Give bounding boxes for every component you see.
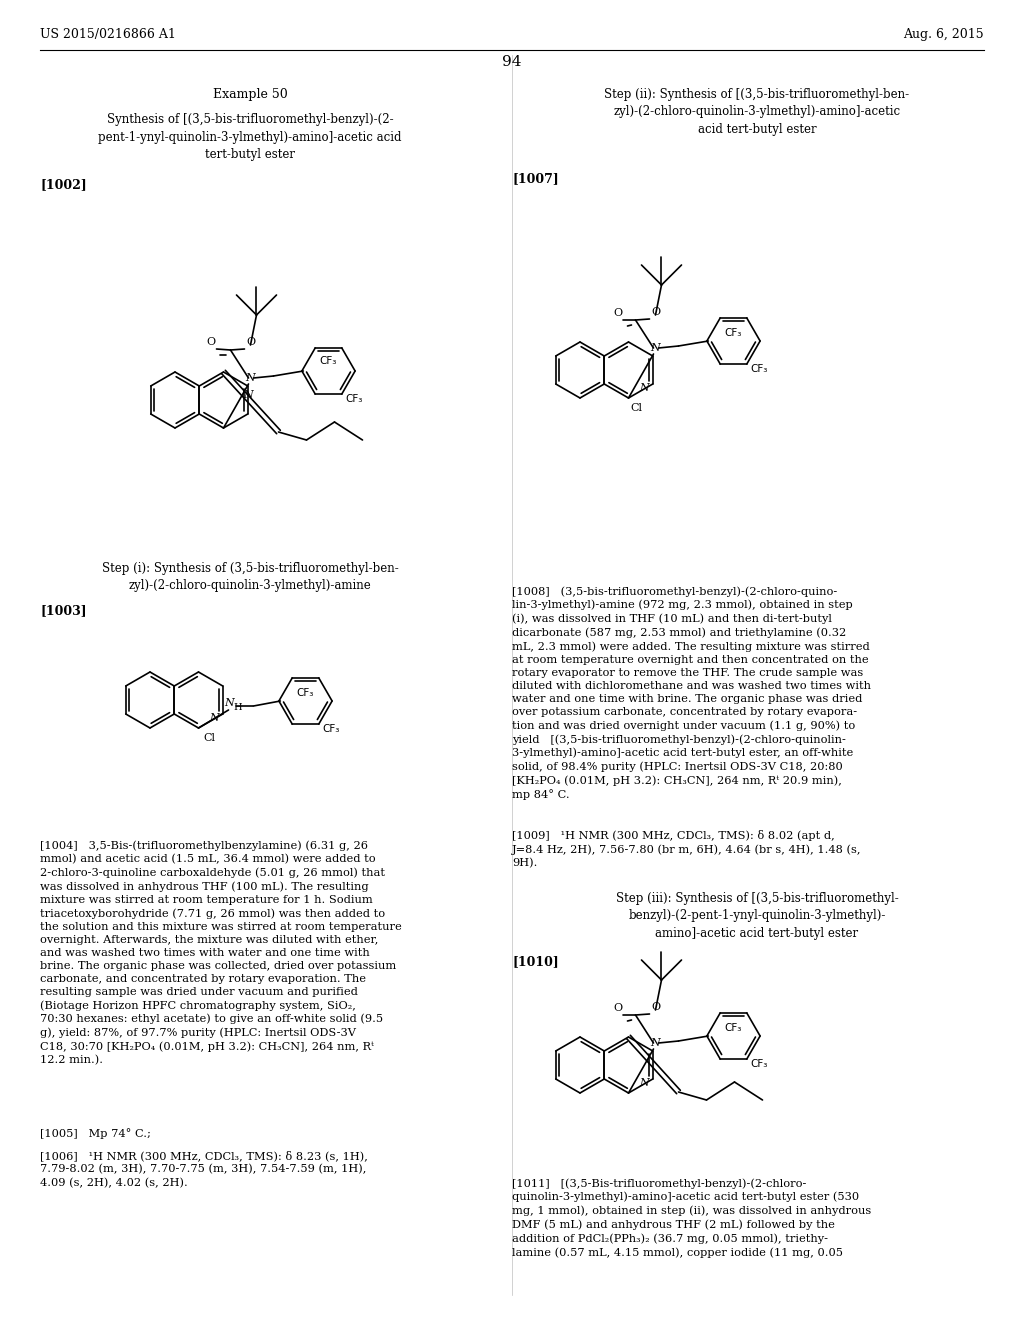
Text: O: O [206, 337, 215, 347]
Text: N: N [224, 698, 234, 708]
Text: [1006]   ¹H NMR (300 MHz, CDCl₃, TMS): δ 8.23 (s, 1H),
7.79-8.02 (m, 3H), 7.70-7: [1006] ¹H NMR (300 MHz, CDCl₃, TMS): δ 8… [40, 1150, 368, 1188]
Text: [1002]: [1002] [40, 178, 87, 191]
Text: Cl: Cl [631, 403, 642, 413]
Text: [1004]   3,5-Bis-(trifluoromethylbenzylamine) (6.31 g, 26
mmol) and acetic acid : [1004] 3,5-Bis-(trifluoromethylbenzylami… [40, 840, 401, 1065]
Text: N: N [209, 713, 219, 723]
Text: H: H [233, 704, 242, 711]
Text: CF₃: CF₃ [725, 1023, 742, 1034]
Text: Example 50: Example 50 [213, 88, 288, 102]
Text: N: N [650, 1038, 660, 1048]
Text: N: N [243, 389, 253, 400]
Text: Synthesis of [(3,5-bis-trifluoromethyl-benzyl)-(2-
pent-1-ynyl-quinolin-3-ylmeth: Synthesis of [(3,5-bis-trifluoromethyl-b… [98, 114, 401, 161]
Text: N: N [650, 343, 660, 352]
Text: O: O [651, 308, 660, 317]
Text: CF₃: CF₃ [319, 356, 337, 367]
Text: [1009]   ¹H NMR (300 MHz, CDCl₃, TMS): δ 8.02 (apt d,
J=8.4 Hz, 2H), 7.56-7.80 (: [1009] ¹H NMR (300 MHz, CDCl₃, TMS): δ 8… [512, 830, 861, 869]
Text: CF₃: CF₃ [346, 395, 364, 404]
Text: [1003]: [1003] [40, 605, 87, 616]
Text: [1011]   [(3,5-Bis-trifluoromethyl-benzyl)-(2-chloro-
quinolin-3-ylmethyl)-amino: [1011] [(3,5-Bis-trifluoromethyl-benzyl)… [512, 1177, 871, 1258]
Text: Step (ii): Synthesis of [(3,5-bis-trifluoromethyl-ben-
zyl)-(2-chloro-quinolin-3: Step (ii): Synthesis of [(3,5-bis-triflu… [604, 88, 909, 136]
Text: [1005]   Mp 74° C.;: [1005] Mp 74° C.; [40, 1129, 151, 1139]
Text: US 2015/0216866 A1: US 2015/0216866 A1 [40, 28, 176, 41]
Text: [1007]: [1007] [512, 172, 559, 185]
Text: O: O [613, 308, 622, 318]
Text: [1010]: [1010] [512, 954, 559, 968]
Text: Aug. 6, 2015: Aug. 6, 2015 [903, 28, 984, 41]
Text: O: O [651, 1002, 660, 1012]
Text: O: O [246, 337, 255, 347]
Text: CF₃: CF₃ [297, 689, 314, 698]
Text: O: O [613, 1003, 622, 1012]
Text: Step (iii): Synthesis of [(3,5-bis-trifluoromethyl-
benzyl)-(2-pent-1-ynyl-quino: Step (iii): Synthesis of [(3,5-bis-trifl… [615, 892, 898, 940]
Text: CF₃: CF₃ [751, 364, 768, 374]
Text: N: N [639, 383, 649, 393]
Text: 94: 94 [502, 55, 522, 69]
Text: Step (i): Synthesis of (3,5-bis-trifluoromethyl-ben-
zyl)-(2-chloro-quinolin-3-y: Step (i): Synthesis of (3,5-bis-trifluor… [101, 562, 398, 593]
Text: [1008]   (3,5-bis-trifluoromethyl-benzyl)-(2-chloro-quino-
lin-3-ylmethyl)-amine: [1008] (3,5-bis-trifluoromethyl-benzyl)-… [512, 586, 871, 800]
Text: N: N [246, 374, 255, 383]
Text: Cl: Cl [204, 733, 215, 743]
Text: N: N [639, 1078, 649, 1088]
Text: CF₃: CF₃ [751, 1059, 768, 1069]
Text: CF₃: CF₃ [725, 329, 742, 338]
Text: CF₃: CF₃ [323, 725, 340, 734]
